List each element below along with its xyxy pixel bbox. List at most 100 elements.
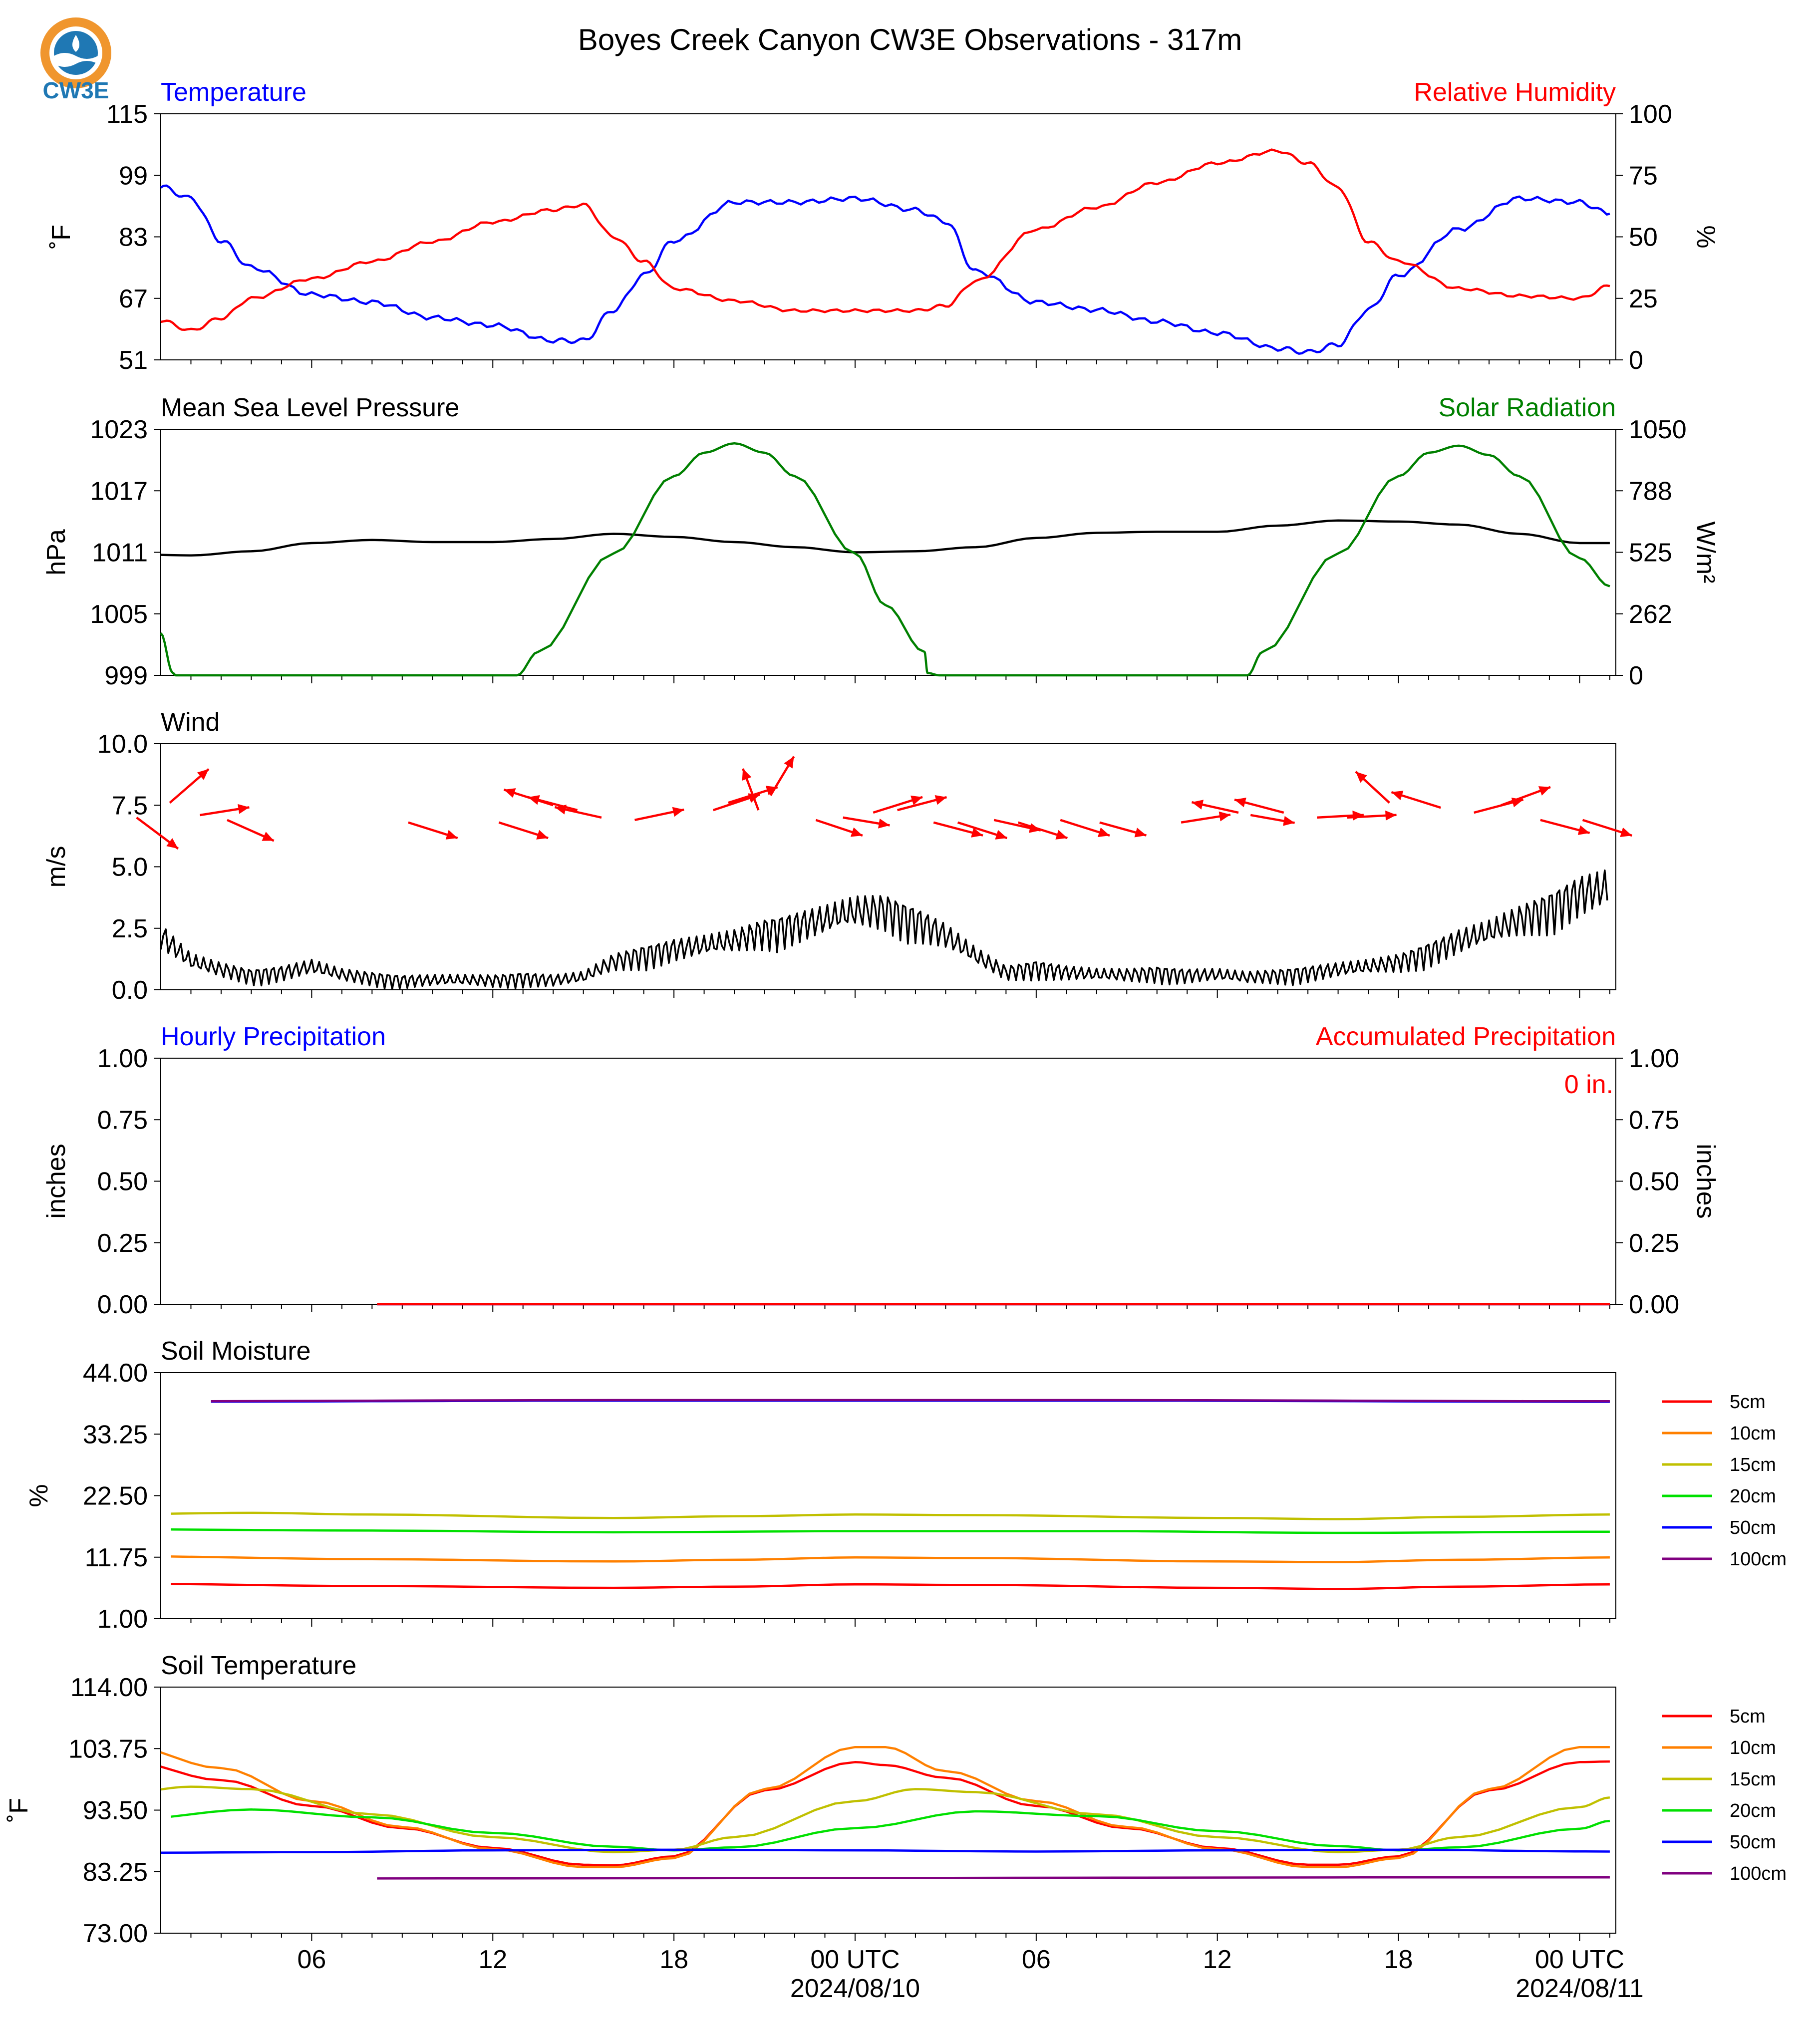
y-tick-label: 1011 [92,539,148,568]
x-tick-label: 00 UTC [810,1945,900,1974]
panel-precip: Hourly Precipitation Accumulated Precipit… [42,1022,1720,1319]
series-line-10cm [171,1555,1610,1563]
legend-label: 10cm [1730,1738,1776,1758]
wind-arrow [1501,786,1551,807]
y-tick-label: 83.25 [83,1858,148,1887]
wind-arrow [1391,791,1441,809]
x-tick-label: 06 [1022,1945,1051,1974]
panel-title-right: Relative Humidity [1414,78,1616,107]
wind-arrow [769,756,795,796]
legend-label: 20cm [1730,1800,1776,1821]
wind-arrow [742,768,760,811]
panel-wind: Wind 10.0 7.5 5.0 2.5 0.0 m/s [42,708,1632,1005]
y-tick-label: 1017 [90,477,148,506]
y-tick-label: 0.00 [97,1290,148,1319]
y-tick-label: 83 [119,223,148,252]
wind-arrow [200,804,250,817]
legend-label: 100cm [1730,1863,1787,1884]
wind-arrow [169,768,210,804]
y-axis-label-right: W/m² [1691,521,1720,583]
cw3e-logo: CW3E [40,17,111,103]
series-line-100cm [211,1399,1610,1403]
y-tick-label-right: 0 [1629,661,1643,690]
y-tick-label-right: 75 [1629,161,1658,190]
y-tick-label: 1.00 [97,1044,148,1073]
panel-title-left: Hourly Precipitation [161,1022,386,1051]
series-line-50cm [160,1848,1610,1854]
y-tick-label-right: 525 [1629,539,1672,568]
x-tick-label: 00 UTC [1535,1945,1624,1974]
panel-title-right: Accumulated Precipitation [1316,1022,1616,1051]
y-tick-label-right: 0.00 [1629,1290,1679,1319]
wind-arrow [843,816,890,829]
y-tick-label: 11.75 [85,1543,148,1572]
panel-title-left: Soil Temperature [161,1651,356,1680]
wind-arrow [1355,771,1390,804]
y-tick-label: 33.25 [83,1420,148,1449]
series-line-temperature [160,184,1610,355]
series-line-wind-speed [160,869,1608,990]
wind-arrow [957,821,1008,840]
wind-arrow [1347,810,1397,821]
wind-arrow [227,819,275,842]
series-line-20cm [171,1528,1610,1534]
y-axis-label: ˚F [4,1798,33,1822]
wind-arrow [528,795,578,812]
y-tick-label-right: 1050 [1629,415,1687,444]
y-tick-label: 99 [119,161,148,190]
legend-label: 15cm [1730,1769,1776,1790]
legend-label: 20cm [1730,1486,1776,1507]
y-tick-label: 0.75 [97,1106,148,1135]
x-tick-label: 18 [659,1945,688,1974]
y-tick-label: 0.0 [112,976,148,1005]
wind-arrow [1181,811,1231,824]
x-tick-label: 12 [478,1945,507,1974]
panel-title-left: Soil Moisture [161,1337,311,1366]
wind-arrow [498,821,549,840]
y-tick-label: 73.00 [83,1919,148,1948]
x-tick-label: 06 [297,1945,326,1974]
panel-title-left: Mean Sea Level Pressure [161,393,459,422]
y-tick-label: 67 [119,285,148,313]
y-tick-label-right: 0 [1629,346,1643,375]
y-tick-label-right: 1.00 [1629,1044,1679,1073]
legend-label: 5cm [1730,1392,1766,1413]
legend-label: 50cm [1730,1832,1776,1853]
panel-temp_rh: Temperature Relative Humidity 115 99 83 67 51 1… [47,78,1720,375]
series-line-mean-sea-level-pressure [160,519,1610,557]
y-tick-label: 7.5 [112,791,148,820]
legend: 5cm 10cm 15cm 20cm 50cm 100cm [1662,1392,1787,1570]
accumulation-annotation: 0 in. [1564,1070,1613,1099]
legend: 5cm 10cm 15cm 20cm 50cm 100cm [1662,1706,1787,1884]
wind-arrow [1060,819,1110,837]
y-tick-label: 93.50 [83,1796,148,1825]
wind-arrow [1250,814,1295,826]
x-tick-label: 18 [1384,1945,1413,1974]
y-tick-label: 999 [104,661,148,690]
logo-ring [40,17,111,88]
logo-drop-icon [72,35,79,52]
legend-label: 10cm [1730,1423,1776,1444]
y-tick-label-right: 100 [1629,100,1672,129]
y-tick-label-right: 0.50 [1629,1167,1679,1196]
chart-title: Boyes Creek Canyon CW3E Observations - 3… [578,23,1242,56]
y-tick-label: 114.00 [70,1673,148,1702]
wind-arrow [873,795,923,814]
wind-arrow [897,795,947,812]
y-tick-label: 5.0 [112,853,148,882]
panel-title-left: Wind [161,708,220,737]
wind-arrow [1234,797,1284,814]
series-line-solar-radiation [160,442,1610,677]
y-tick-label: 115 [106,100,148,129]
y-tick-label: 22.50 [83,1482,148,1511]
panel-soil_moisture: Soil Moisture 44.00 33.25 22.50 11.75 1.00% 5c… [24,1337,1787,1634]
x-date-label: 2024/08/11 [1516,1974,1643,2003]
y-tick-label: 103.75 [68,1735,148,1763]
y-axis-label-right: % [1691,225,1720,248]
y-axis-label: ˚F [47,225,76,249]
wind-arrow [1017,821,1068,840]
series-line-15cm [171,1511,1610,1520]
series-line-100cm [377,1876,1610,1880]
y-tick-label: 2.5 [112,914,148,943]
